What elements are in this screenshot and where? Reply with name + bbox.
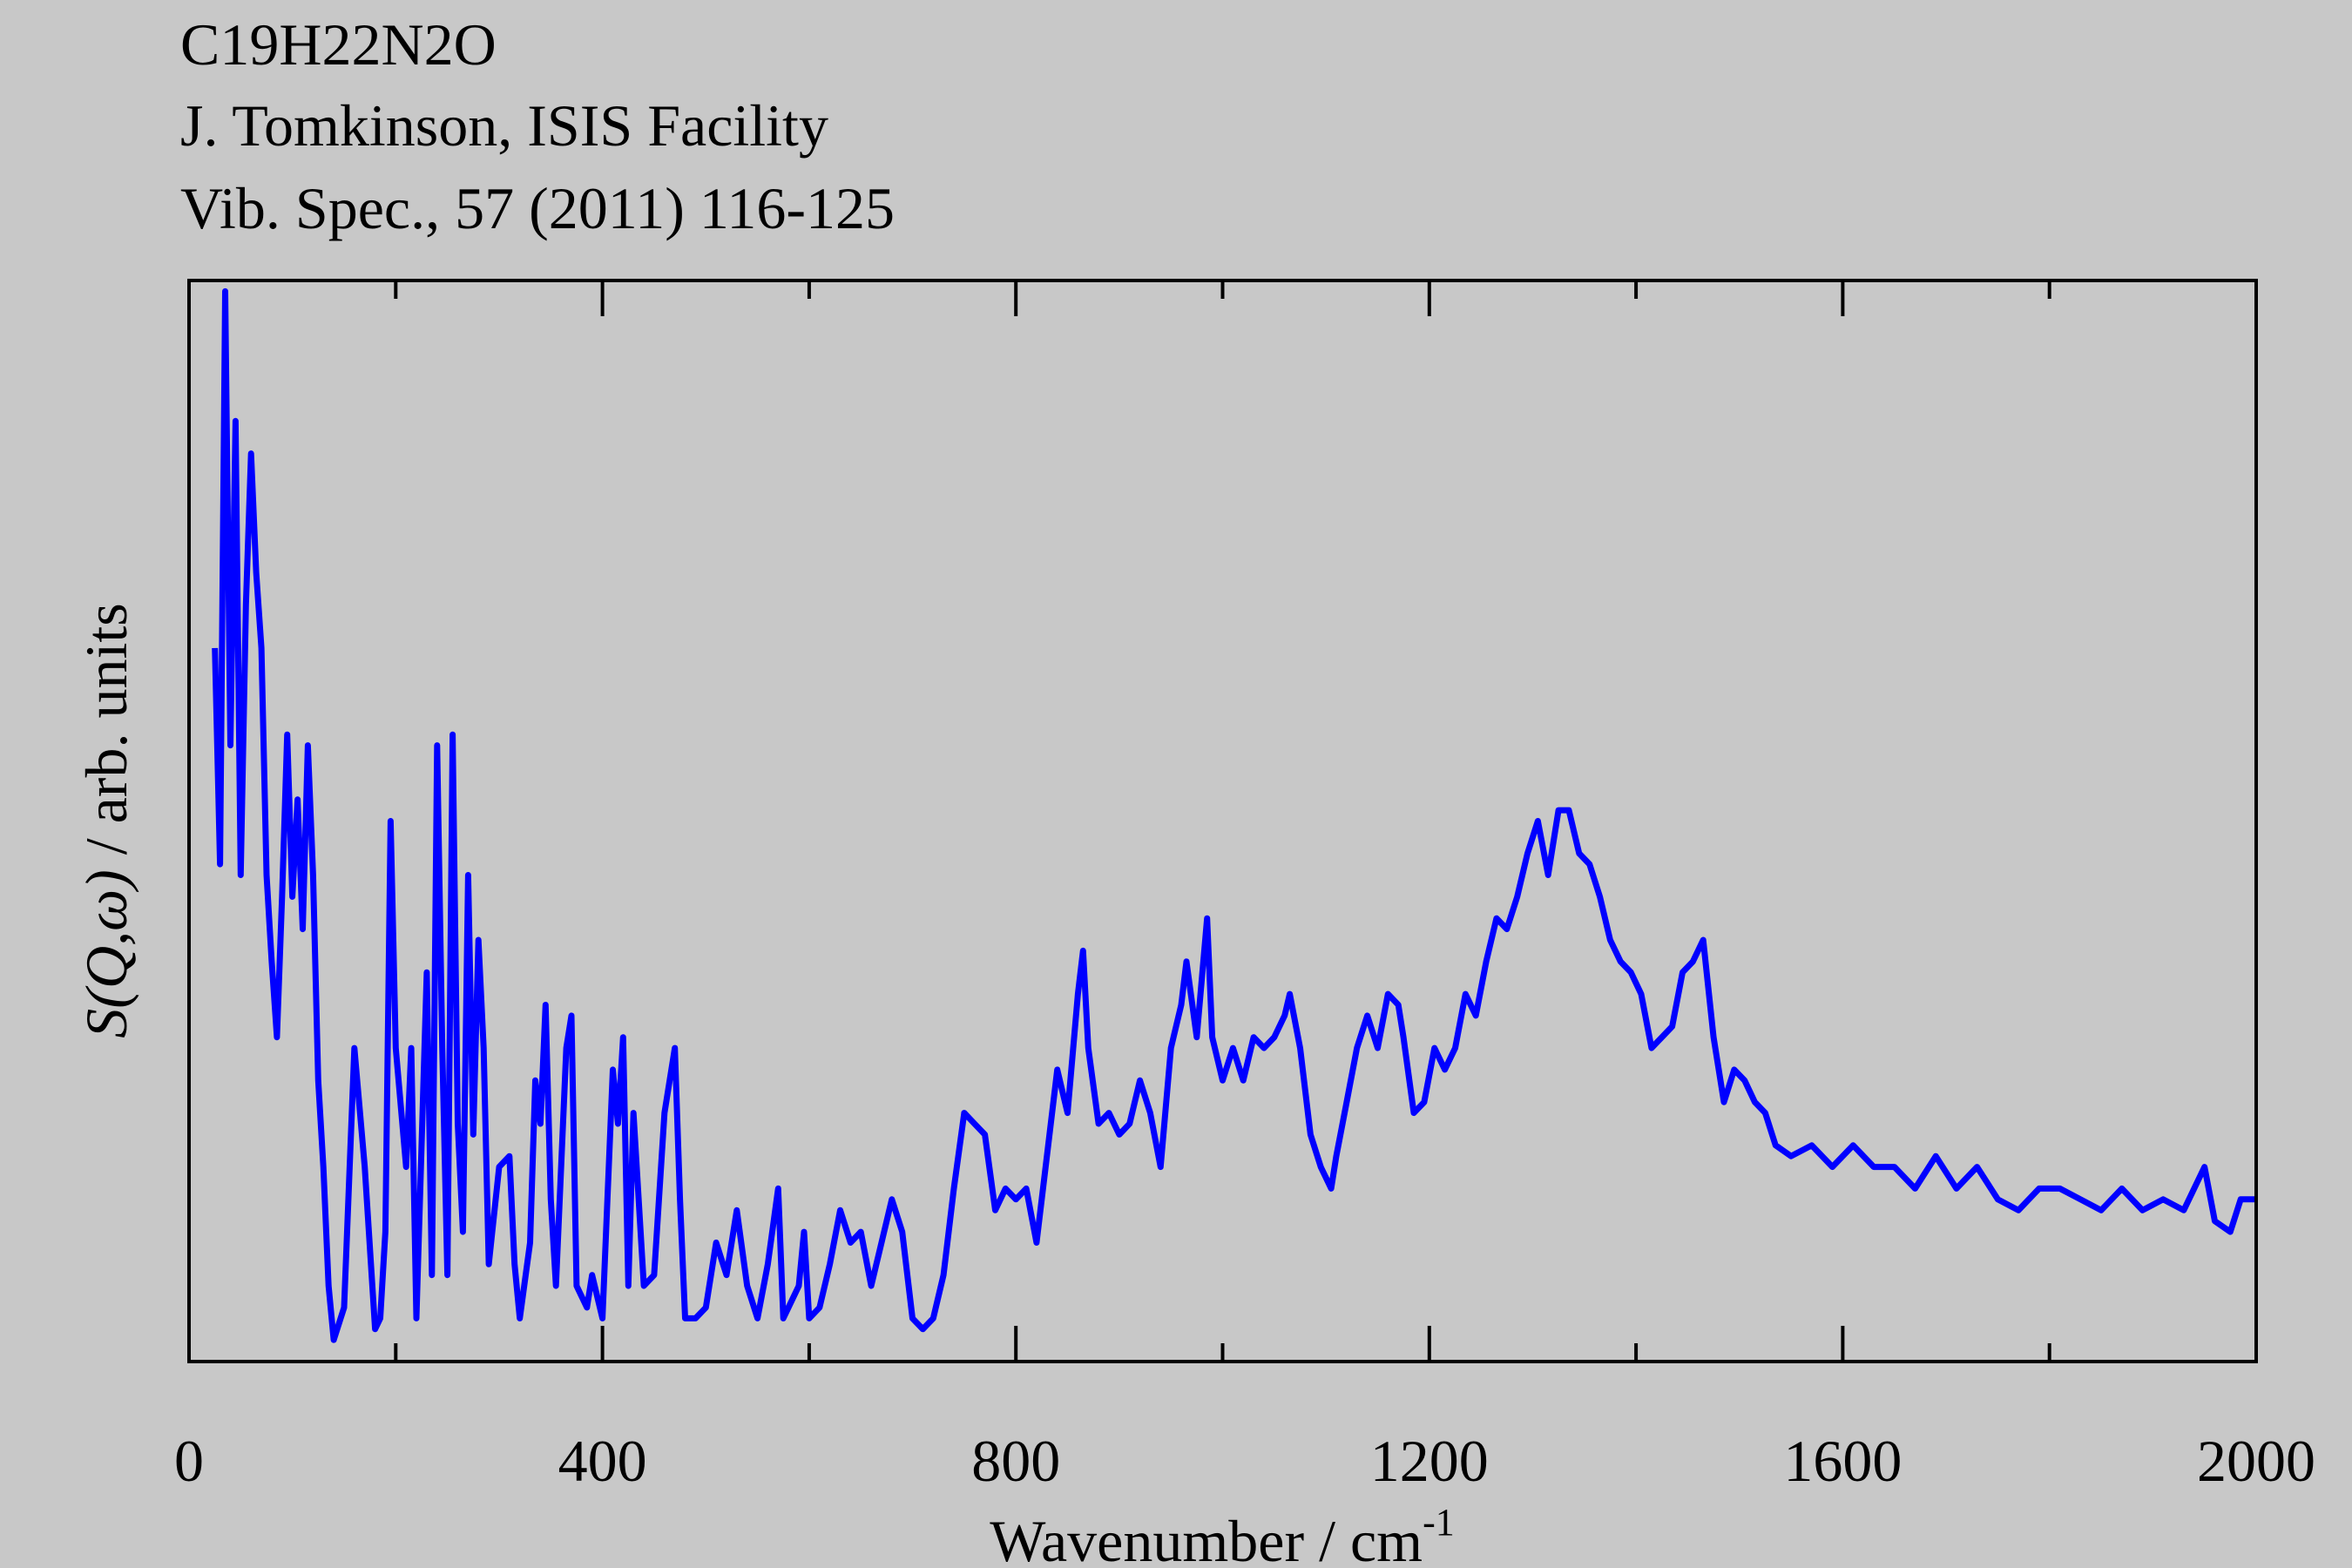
chart-subtitle: J. Tomkinson, ISIS Facility <box>180 92 828 159</box>
chart-subtitle: Vib. Spec., 57 (2011) 116-125 <box>180 175 895 241</box>
x-tick-label: 2000 <box>2197 1428 2315 1494</box>
y-axis-label: S(Q,ω) / arb. units <box>73 603 139 1037</box>
x-axis-label-superscript: -1 <box>1423 1501 1455 1544</box>
x-tick-label: 400 <box>558 1428 647 1494</box>
x-tick-label: 1600 <box>1783 1428 1902 1494</box>
x-tick-label: 800 <box>971 1428 1060 1494</box>
y-axis-label-symbol: S(Q,ω) <box>73 869 139 1037</box>
x-tick-label: 0 <box>174 1428 204 1494</box>
x-axis-label-text: Wavenumber / cm <box>990 1508 1423 1568</box>
spectrum-line <box>212 287 2256 1343</box>
x-tick-label: 1200 <box>1370 1428 1489 1494</box>
y-axis-label-text: / arb. units <box>73 603 139 869</box>
x-axis-label: Wavenumber / cm-1 <box>990 1501 1454 1568</box>
chart-title: C19H22N2O <box>180 11 497 78</box>
plot-frame <box>187 279 2258 1363</box>
